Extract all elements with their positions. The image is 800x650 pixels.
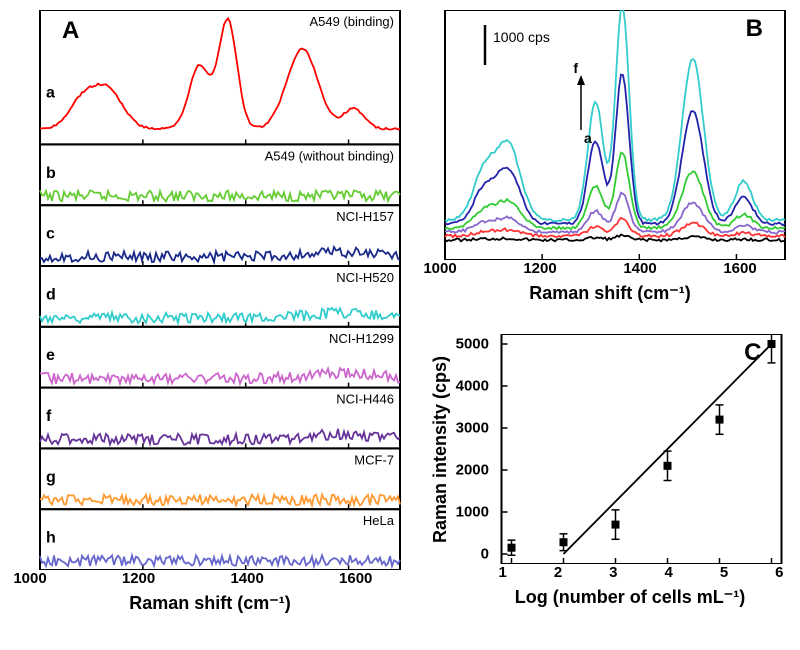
svg-text:d: d [46, 286, 56, 303]
svg-text:C: C [744, 339, 761, 366]
svg-text:c: c [46, 226, 55, 243]
svg-text:NCI-H1299: NCI-H1299 [329, 331, 394, 346]
svg-text:h: h [46, 530, 56, 547]
svg-text:f: f [46, 408, 52, 425]
panel-c-ylabel: Raman intensity (cps) [430, 334, 451, 564]
panel-c-xlabel: Log (number of cells mL⁻¹) [470, 587, 790, 608]
panel-a-chart: a A549 (binding) b A549 (without binding) c N… [30, 10, 410, 570]
svg-text:A549 (binding): A549 (binding) [309, 14, 394, 29]
svg-text:NCI-H446: NCI-H446 [336, 392, 394, 407]
panel-b-xlabel: Raman shift (cm⁻¹) [430, 283, 790, 304]
svg-text:NCI-H157: NCI-H157 [336, 209, 394, 224]
panel-a-wrapper: a A549 (binding) b A549 (without binding) c N… [10, 10, 410, 640]
svg-text:g: g [46, 469, 56, 486]
svg-text:1000 cps: 1000 cps [493, 29, 550, 45]
panel-c-wrapper: Raman intensity (cps) 010002000300040005… [430, 334, 790, 640]
svg-text:a: a [46, 84, 55, 101]
svg-text:HeLa: HeLa [363, 513, 395, 528]
svg-text:b: b [46, 165, 56, 182]
svg-text:a: a [584, 130, 592, 146]
right-panel: 1000 cpsfaB 1000120014001600 Raman shift… [430, 10, 790, 640]
svg-text:B: B [746, 15, 763, 42]
panel-a-xlabel: Raman shift (cm⁻¹) [10, 593, 410, 614]
panel-b-wrapper: 1000 cpsfaB 1000120014001600 Raman shift… [430, 10, 790, 304]
svg-text:NCI-H520: NCI-H520 [336, 270, 394, 285]
svg-text:e: e [46, 347, 55, 364]
svg-text:f: f [573, 60, 578, 76]
svg-text:MCF-7: MCF-7 [354, 452, 394, 467]
figure-container: a A549 (binding) b A549 (without binding) c N… [10, 10, 790, 640]
svg-text:A: A [62, 17, 79, 44]
panel-c-chart: C [493, 334, 790, 564]
panel-b-chart: 1000 cps f a B [440, 10, 790, 260]
svg-text:A549 (without binding): A549 (without binding) [265, 148, 394, 163]
